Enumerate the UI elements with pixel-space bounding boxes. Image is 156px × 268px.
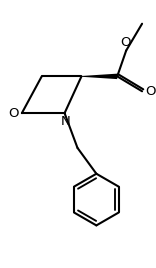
Text: O: O: [120, 36, 130, 49]
Text: O: O: [9, 107, 19, 120]
Polygon shape: [81, 74, 117, 79]
Text: O: O: [145, 85, 155, 98]
Text: N: N: [61, 115, 71, 128]
